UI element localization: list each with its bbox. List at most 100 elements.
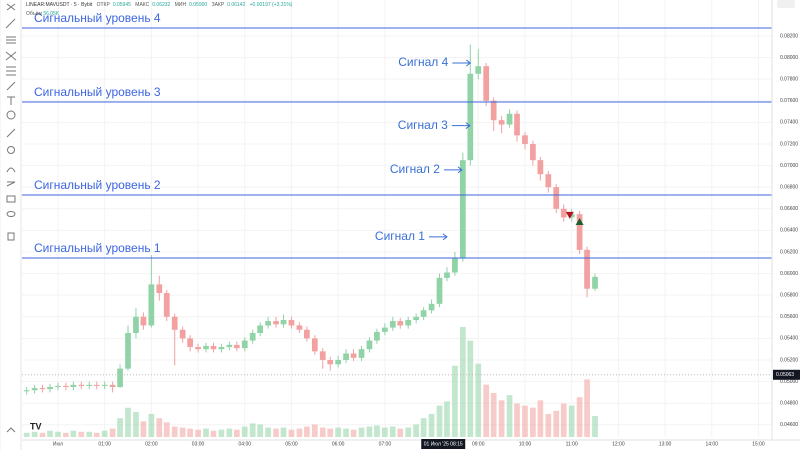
candle-body (195, 347, 201, 350)
volume-bar (210, 430, 217, 437)
volume-bar (467, 340, 474, 437)
volume-bar (304, 426, 310, 437)
tool-icon[interactable] (6, 195, 16, 203)
candle-body (584, 249, 590, 289)
tool-icon[interactable] (5, 51, 17, 61)
volume-bar (545, 413, 552, 437)
signal-level-label: Сигнальный уровень 2 (34, 178, 161, 192)
tool-icon[interactable] (6, 181, 16, 187)
x-tick-label: 01:00 (98, 441, 111, 447)
candle-body (156, 284, 163, 294)
volume-bar (39, 432, 46, 437)
candle-body (382, 327, 388, 332)
change: +0.00197 (+3.31%) (249, 2, 293, 8)
x-tick-label: 12:00 (612, 441, 625, 447)
signal-arrow-head (465, 122, 471, 130)
candle-body (55, 385, 61, 387)
candle-body (545, 174, 552, 188)
volume-value: 56.05K (43, 11, 60, 17)
candle-body (530, 143, 536, 161)
buy-marker (575, 217, 584, 225)
candle-body (436, 277, 443, 304)
candle-body (39, 388, 46, 390)
logo: TV (30, 421, 42, 431)
tool-icon[interactable] (6, 81, 16, 91)
x-tick-label: 05:00 (285, 441, 298, 447)
candle-body (63, 385, 69, 387)
volume-bar (117, 418, 123, 437)
tool-icon[interactable] (7, 146, 15, 154)
candle-body (233, 344, 240, 349)
candle-body (280, 320, 287, 325)
candle-body (374, 331, 380, 341)
tool-icon[interactable] (5, 18, 16, 29)
tool-icon[interactable] (6, 128, 16, 138)
volume-bar (195, 429, 201, 437)
x-tick-label: 07:00 (379, 441, 392, 447)
candle-body (366, 340, 373, 350)
volume-bar (280, 427, 287, 437)
candle-layer (23, 44, 598, 395)
candle-body (389, 321, 396, 328)
ohlc-label: МАКС (135, 2, 150, 8)
volume-bar (257, 424, 264, 437)
volume-bar (23, 432, 30, 437)
volume-bar (452, 365, 458, 437)
y-tick-label: 0.06600 (780, 206, 798, 212)
volume-header: Объём 56.05K (26, 11, 59, 17)
tool-icon[interactable] (6, 427, 16, 433)
candle-body (93, 384, 100, 386)
settings-button[interactable] (777, 0, 795, 8)
tool-icon[interactable] (7, 96, 15, 105)
volume-bar (568, 405, 575, 437)
candle-body (257, 325, 264, 333)
volume-bar (319, 427, 326, 437)
candle-body (23, 390, 30, 392)
tool-icon[interactable] (6, 66, 16, 76)
candle-body (163, 293, 170, 317)
candle-body (179, 329, 186, 339)
candle-body (358, 349, 365, 358)
tool-icon[interactable] (6, 211, 16, 217)
tool-icon[interactable] (6, 110, 16, 120)
candle-body (171, 316, 178, 330)
candle-body (568, 214, 575, 218)
volume-bar (31, 431, 38, 437)
x-tick-label: 02:00 (145, 441, 158, 447)
candle-body (249, 332, 256, 341)
tool-icon[interactable] (6, 167, 16, 173)
candle-body (47, 386, 53, 390)
y-tick-label: 0.05600 (780, 314, 798, 320)
toolbar (0, 0, 22, 450)
candle-body (203, 345, 209, 350)
y-tick-label: 0.07400 (780, 120, 798, 126)
x-tick-label: 11:00 (566, 441, 578, 447)
y-tick-label: 0.06000 (780, 271, 798, 277)
volume-bar (47, 430, 53, 437)
tool-icon[interactable] (6, 36, 16, 44)
volume-bar (70, 430, 77, 437)
volume-bar (226, 428, 233, 437)
volume-bar (405, 427, 412, 437)
volume-bar (327, 428, 334, 437)
candle-body (273, 321, 279, 325)
candle-body (101, 384, 108, 386)
annotation-layer: Сигнальный уровень 4 Сигнальный уровень 3… (22, 11, 772, 259)
tool-icon[interactable] (7, 232, 15, 241)
ohlc-label: ОТКР (96, 2, 110, 8)
volume-bar (382, 427, 388, 437)
ohlc-label: МИН (174, 2, 187, 8)
volume-bar (296, 428, 303, 437)
signal-label: Сигнал 3 (398, 118, 448, 132)
x-tick-label: 04:00 (239, 441, 252, 447)
candle-body (467, 73, 474, 161)
candle-body (459, 160, 466, 259)
volume-bar (366, 426, 373, 437)
ohlc-value: 0.06142 (227, 2, 246, 8)
y-tick-label: 0.04800 (780, 401, 798, 407)
candle-body (483, 66, 490, 101)
y-tick-label: 0.07000 (780, 163, 798, 169)
header: LINEAR:MAVUSDT · 5 · Bybit ОТКР 0.05945 М… (26, 2, 295, 8)
tool-icon[interactable] (6, 3, 16, 11)
